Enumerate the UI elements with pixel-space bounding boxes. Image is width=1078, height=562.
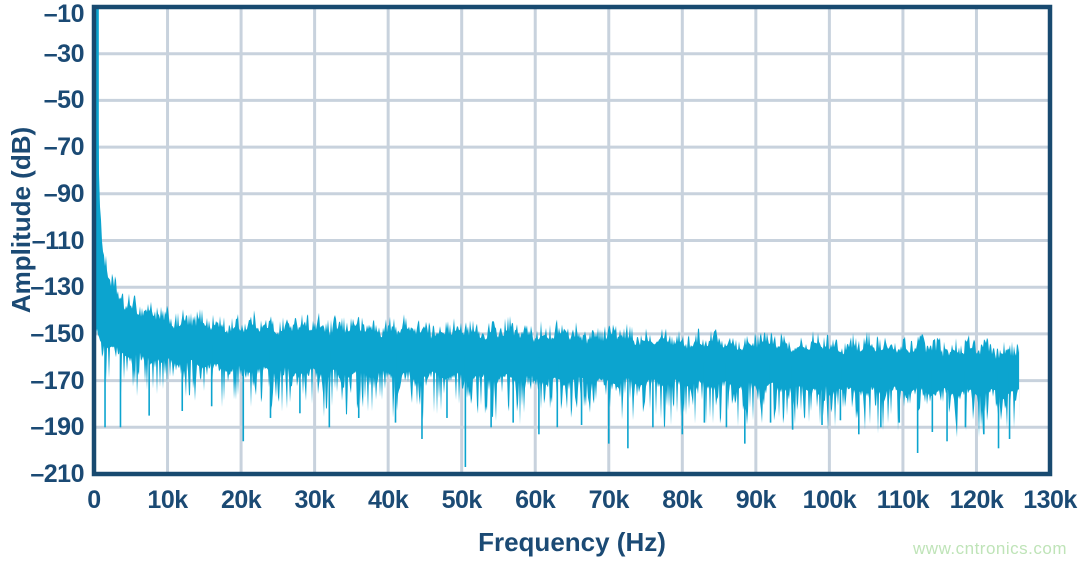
x-tick-label: 20k — [220, 486, 262, 514]
plot-border — [91, 4, 1053, 477]
trace-group — [94, 7, 1020, 467]
x-tick-label: 130k — [1023, 486, 1077, 514]
noise-floor-band — [94, 39, 1020, 438]
y-tick-label: –150 — [30, 319, 84, 348]
x-tick-label: 80k — [662, 486, 703, 514]
x-tick-label: 50k — [441, 486, 483, 514]
x-tick-label: 10k — [147, 486, 188, 514]
x-tick-label: 0 — [87, 486, 101, 514]
x-tick-label: 110k — [876, 486, 930, 514]
y-tick-label: –210 — [30, 460, 84, 488]
x-tick-label: 100k — [802, 486, 857, 514]
y-tick-label: –50 — [43, 86, 85, 115]
x-tick-label: 90k — [735, 486, 777, 514]
y-tick-label: –90 — [43, 179, 85, 208]
y-tick-label: –70 — [43, 133, 85, 162]
y-tick-label: –10 — [43, 0, 85, 28]
x-tick-label: 70k — [588, 486, 630, 514]
x-tick-label: 60k — [515, 486, 556, 514]
y-tick-label: –190 — [30, 413, 84, 442]
y-tick-label: –130 — [30, 273, 84, 302]
y-tick-label: –110 — [31, 226, 85, 255]
watermark-text: www.cntronics.com — [913, 539, 1067, 558]
x-axis-title: Frequency (Hz) — [478, 527, 666, 557]
x-tick-label: 30k — [294, 486, 336, 514]
x-tick-label: 40k — [368, 486, 409, 514]
x-tick-label: 120k — [949, 486, 1004, 514]
y-tick-label: –30 — [43, 39, 85, 68]
y-tick-label: –170 — [30, 366, 84, 395]
